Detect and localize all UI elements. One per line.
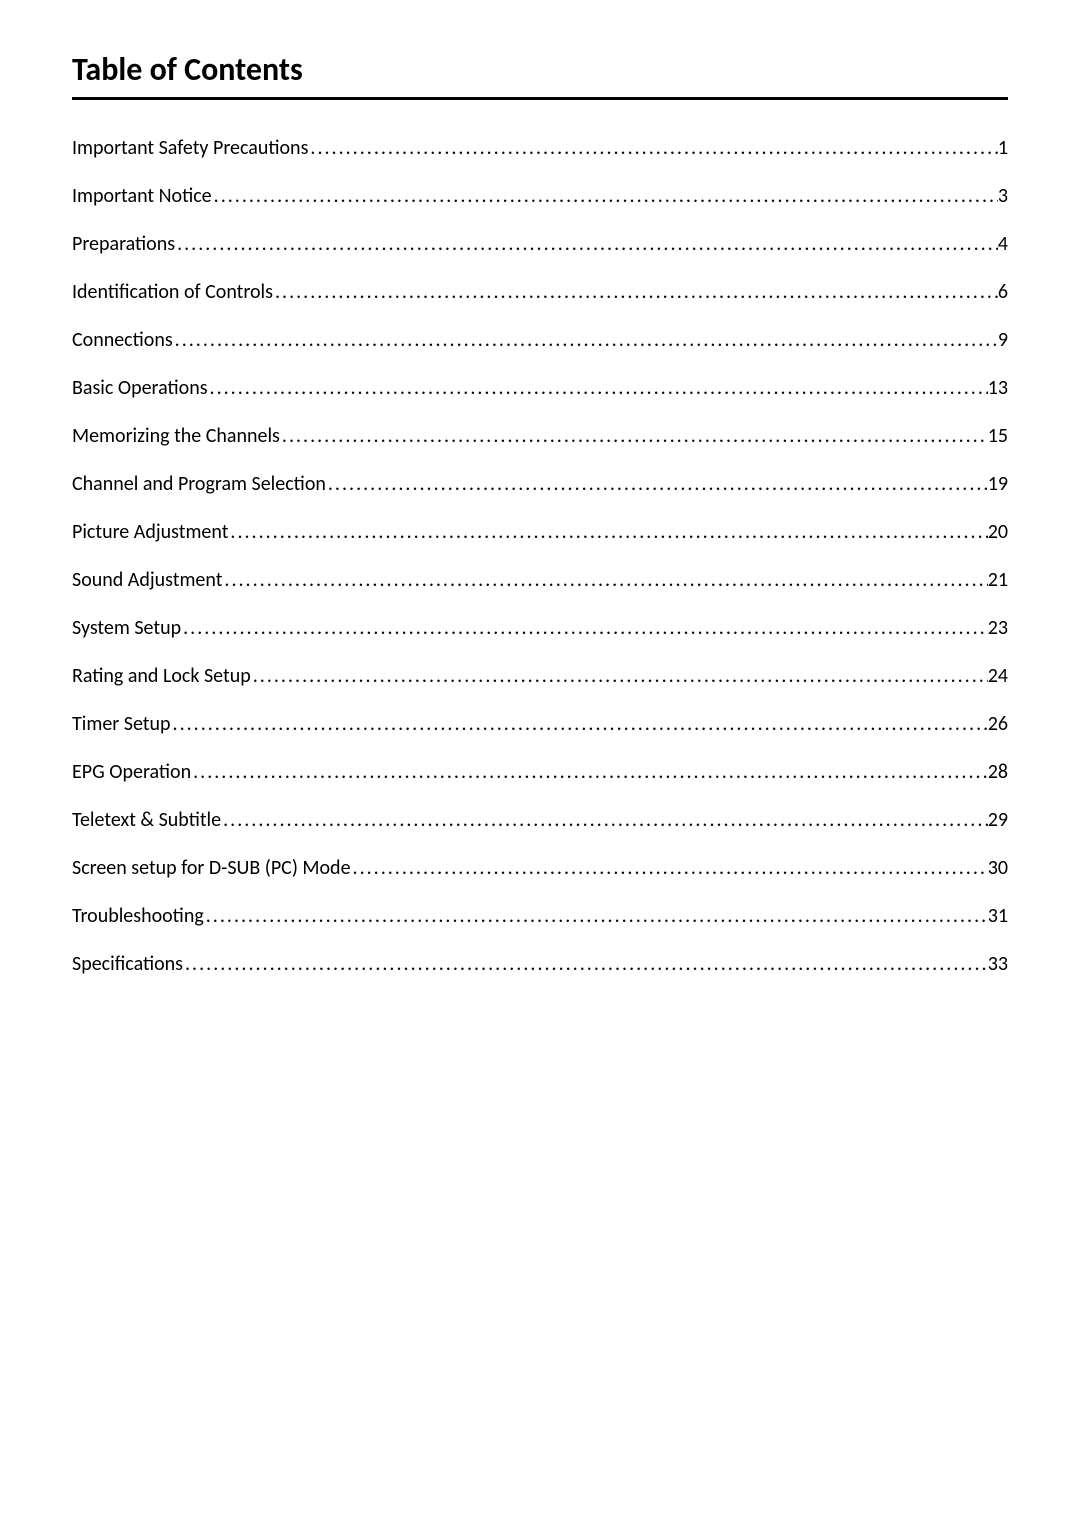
toc-leader-dots xyxy=(191,760,988,784)
toc-entry-page: 4 xyxy=(998,232,1008,256)
toc-entry: Identification of Controls 6 xyxy=(72,280,1008,304)
toc-entry-label: Connections xyxy=(72,328,173,352)
toc-leader-dots xyxy=(175,232,998,256)
document-page: Table of Contents Important Safety Preca… xyxy=(0,0,1080,976)
toc-entry-page: 15 xyxy=(988,424,1008,448)
toc-entry-page: 20 xyxy=(988,520,1008,544)
toc-entry-page: 13 xyxy=(988,376,1008,400)
toc-leader-dots xyxy=(228,520,987,544)
toc-entry: Troubleshooting 31 xyxy=(72,904,1008,928)
toc-entry: Channel and Program Selection 19 xyxy=(72,472,1008,496)
toc-entry-page: 24 xyxy=(988,664,1008,688)
toc-entry-label: Picture Adjustment xyxy=(72,520,228,544)
toc-entry: Important Notice 3 xyxy=(72,184,1008,208)
toc-leader-dots xyxy=(273,280,998,304)
toc-entry: System Setup 23 xyxy=(72,616,1008,640)
toc-entry-page: 33 xyxy=(988,952,1008,976)
toc-leader-dots xyxy=(181,616,988,640)
toc-leader-dots xyxy=(204,904,988,928)
toc-entry: Basic Operations 13 xyxy=(72,376,1008,400)
toc-entry-label: Important Notice xyxy=(72,184,212,208)
toc-leader-dots xyxy=(326,472,988,496)
toc-entry-label: EPG Operation xyxy=(72,760,191,784)
toc-leader-dots xyxy=(222,568,987,592)
toc-entry-label: Preparations xyxy=(72,232,175,256)
toc-entry-label: Basic Operations xyxy=(72,376,208,400)
toc-entry-page: 19 xyxy=(988,472,1008,496)
toc-entry-page: 31 xyxy=(988,904,1008,928)
toc-entry-label: Memorizing the Channels xyxy=(72,424,280,448)
toc-leader-dots xyxy=(351,856,988,880)
toc-entry-page: 6 xyxy=(998,280,1008,304)
toc-leader-dots xyxy=(251,664,988,688)
toc-leader-dots xyxy=(171,712,988,736)
toc-entry-page: 23 xyxy=(988,616,1008,640)
toc-entry-label: System Setup xyxy=(72,616,181,640)
toc-entry-label: Rating and Lock Setup xyxy=(72,664,251,688)
toc-entry-page: 1 xyxy=(998,136,1008,160)
toc-entry: Sound Adjustment 21 xyxy=(72,568,1008,592)
toc-entry: Important Safety Precautions 1 xyxy=(72,136,1008,160)
toc-leader-dots xyxy=(183,952,988,976)
toc-leader-dots xyxy=(212,184,998,208)
toc-entry-page: 26 xyxy=(988,712,1008,736)
toc-leader-dots xyxy=(280,424,988,448)
toc-entry-label: Identification of Controls xyxy=(72,280,273,304)
toc-leader-dots xyxy=(221,808,988,832)
toc-entry-label: Channel and Program Selection xyxy=(72,472,326,496)
toc-entry: Teletext & Subtitle 29 xyxy=(72,808,1008,832)
toc-entry-page: 30 xyxy=(988,856,1008,880)
toc-entry: Memorizing the Channels 15 xyxy=(72,424,1008,448)
toc-entry-label: Timer Setup xyxy=(72,712,171,736)
toc-entry-label: Teletext & Subtitle xyxy=(72,808,221,832)
toc-entry-label: Specifications xyxy=(72,952,183,976)
toc-leader-dots xyxy=(208,376,988,400)
toc-entry-label: Troubleshooting xyxy=(72,904,204,928)
toc-entry: Specifications 33 xyxy=(72,952,1008,976)
toc-entry: EPG Operation 28 xyxy=(72,760,1008,784)
toc-leader-dots xyxy=(308,136,997,160)
toc-entry: Rating and Lock Setup 24 xyxy=(72,664,1008,688)
toc-entry-page: 3 xyxy=(998,184,1008,208)
toc-entry-page: 28 xyxy=(988,760,1008,784)
page-title: Table of Contents xyxy=(72,50,1008,100)
toc-entry-label: Sound Adjustment xyxy=(72,568,222,592)
toc-entry-label: Screen setup for D-SUB (PC) Mode xyxy=(72,856,351,880)
toc-entry: Preparations 4 xyxy=(72,232,1008,256)
toc-entry-page: 9 xyxy=(998,328,1008,352)
toc-entry-label: Important Safety Precautions xyxy=(72,136,308,160)
toc-entry-page: 21 xyxy=(988,568,1008,592)
toc-entry: Screen setup for D-SUB (PC) Mode 30 xyxy=(72,856,1008,880)
toc-leader-dots xyxy=(173,328,998,352)
toc-entry-page: 29 xyxy=(988,808,1008,832)
toc-entry: Picture Adjustment 20 xyxy=(72,520,1008,544)
toc-entry: Timer Setup 26 xyxy=(72,712,1008,736)
table-of-contents: Important Safety Precautions 1 Important N… xyxy=(72,136,1008,976)
toc-entry: Connections 9 xyxy=(72,328,1008,352)
